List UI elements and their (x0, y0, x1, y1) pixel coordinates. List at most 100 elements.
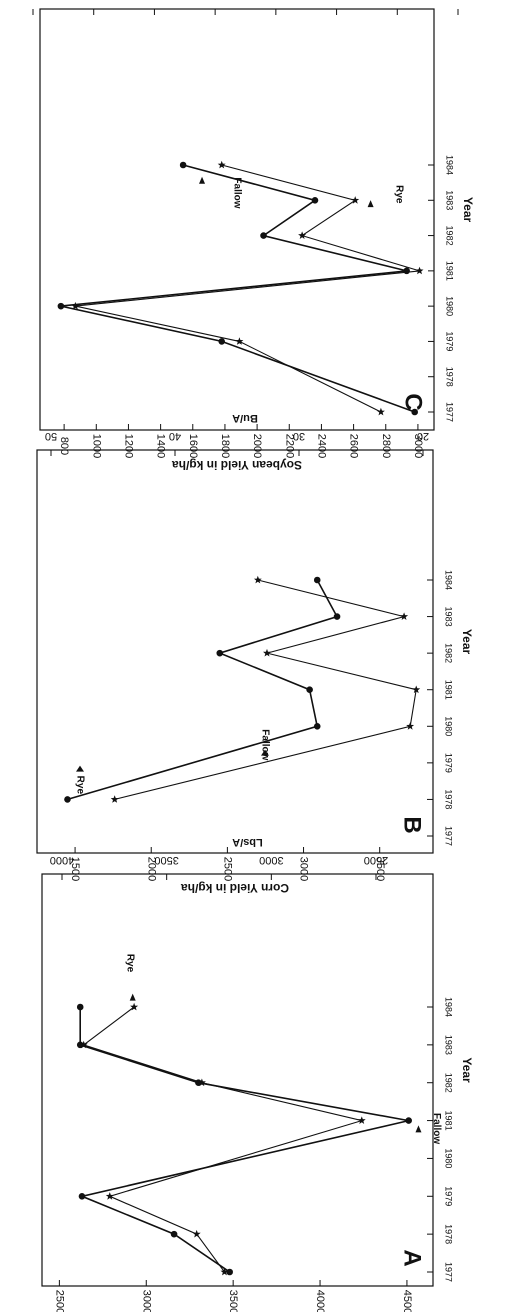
x-tick-label: 1978 (445, 367, 455, 387)
data-point-star (400, 612, 409, 620)
y-tick-label: 2000 (251, 434, 263, 458)
x-tick-label: 1982 (444, 643, 454, 663)
data-point-star (415, 266, 424, 275)
data-point-star (376, 407, 385, 416)
data-point-star (110, 795, 119, 803)
series-label: Rye (124, 954, 135, 973)
y-tick-label: 3000 (140, 1290, 152, 1312)
y2-axis-label: Bu/A (232, 412, 258, 424)
plot-frame (39, 8, 435, 431)
series-line (79, 1007, 409, 1273)
y2-tick-label: 45 (27, 0, 39, 1)
data-point-star (197, 1078, 206, 1087)
y2-tick-label: 30 (293, 430, 305, 442)
panel-label: B (399, 816, 426, 833)
y2-tick-label: 4000 (50, 854, 74, 866)
panel-label: A (399, 1249, 426, 1266)
y2-tick-label: 20 (330, 0, 342, 1)
data-point-circle (411, 408, 419, 416)
data-point-star (217, 160, 226, 169)
y-tick-label: 4500 (401, 1290, 413, 1312)
label-arrow (129, 993, 136, 1001)
series-line (67, 579, 339, 801)
y-tick-label: 2500 (53, 1290, 65, 1312)
x-tick-label: 1982 (444, 1073, 454, 1093)
y-tick-label: 1400 (155, 434, 167, 458)
data-point-circle (78, 1192, 86, 1200)
data-point-star (71, 301, 80, 310)
plot-frame (41, 873, 434, 1287)
series-label: Fallow (231, 177, 242, 208)
x-tick-label: 1983 (444, 607, 454, 627)
y2-tick-label: 40 (169, 430, 181, 442)
x-tick-label: 1981 (445, 261, 455, 281)
y-tick-label: 1000 (90, 434, 102, 458)
x-tick-label: 1979 (444, 753, 454, 773)
data-point-circle (226, 1268, 233, 1276)
data-point-circle (313, 722, 321, 730)
y-tick-label: 3000 (412, 434, 424, 458)
data-point-circle (76, 1003, 84, 1011)
x-axis-label: Year (460, 1057, 474, 1083)
data-point-circle (216, 649, 224, 657)
y-tick-label: 1200 (123, 434, 135, 458)
data-point-star (220, 1267, 229, 1276)
series-label: Fallow (259, 729, 270, 760)
y-tick-label: 2000 (145, 857, 157, 881)
y-tick-label: 3000 (298, 857, 310, 881)
data-point-star (406, 722, 415, 730)
data-point-star (235, 337, 244, 345)
x-axis-label: Year (461, 197, 475, 223)
data-point-circle (57, 302, 65, 310)
y-tick-label: 2200 (283, 434, 295, 458)
series-line (114, 579, 417, 800)
x-tick-label: 1980 (445, 296, 455, 316)
data-point-star (263, 648, 271, 657)
series-label: Fallow (431, 1113, 442, 1144)
data-point-circle (306, 686, 313, 694)
y2-tick-label: 10 (452, 0, 464, 1)
data-point-circle (313, 576, 321, 584)
label-arrow (415, 1125, 422, 1133)
series-label: Rye (394, 185, 405, 204)
y2-tick-label: 3500 (154, 854, 178, 866)
data-point-circle (218, 338, 226, 345)
x-tick-label: 1981 (444, 680, 454, 700)
label-arrow (199, 176, 206, 184)
x-tick-label: 1979 (444, 1186, 454, 1206)
data-point-star (253, 575, 262, 584)
x-tick-label: 1982 (445, 226, 455, 246)
data-point-circle (170, 1230, 178, 1238)
y2-tick-label: 40 (88, 0, 100, 1)
label-arrow (367, 200, 374, 208)
data-point-star (298, 231, 307, 239)
y-tick-label: 1500 (69, 857, 81, 881)
x-tick-label: 1984 (445, 155, 455, 175)
x-tick-label: 1977 (444, 1262, 454, 1282)
y-tick-label: 800 (58, 437, 70, 455)
series-line (75, 164, 420, 413)
x-tick-label: 1983 (445, 190, 455, 210)
x-tick-label: 1979 (445, 331, 455, 351)
y-tick-label: 3500 (227, 1290, 239, 1312)
y2-tick-label: 2500 (364, 854, 388, 866)
data-point-star (357, 1116, 366, 1124)
y2-tick-label: 3000 (259, 854, 283, 866)
x-tick-label: 1977 (445, 402, 455, 422)
x-tick-label: 1984 (444, 997, 454, 1017)
data-point-star (79, 1040, 88, 1049)
x-tick-label: 1978 (444, 789, 454, 809)
x-tick-label: 1983 (444, 1035, 454, 1055)
y2-tick-label: 25 (270, 0, 282, 1)
series-label: Rye (74, 776, 85, 795)
data-point-star (351, 196, 360, 204)
data-point-circle (405, 1117, 412, 1124)
data-point-circle (333, 613, 341, 620)
y2-tick-label: 30 (209, 0, 221, 1)
y2-tick-label: 50 (45, 430, 57, 442)
label-arrow (261, 749, 269, 756)
y-axis-label: Corn Yield in kg/ha (181, 881, 289, 895)
y-tick-label: 2500 (221, 857, 233, 881)
plot-frame (36, 449, 434, 854)
